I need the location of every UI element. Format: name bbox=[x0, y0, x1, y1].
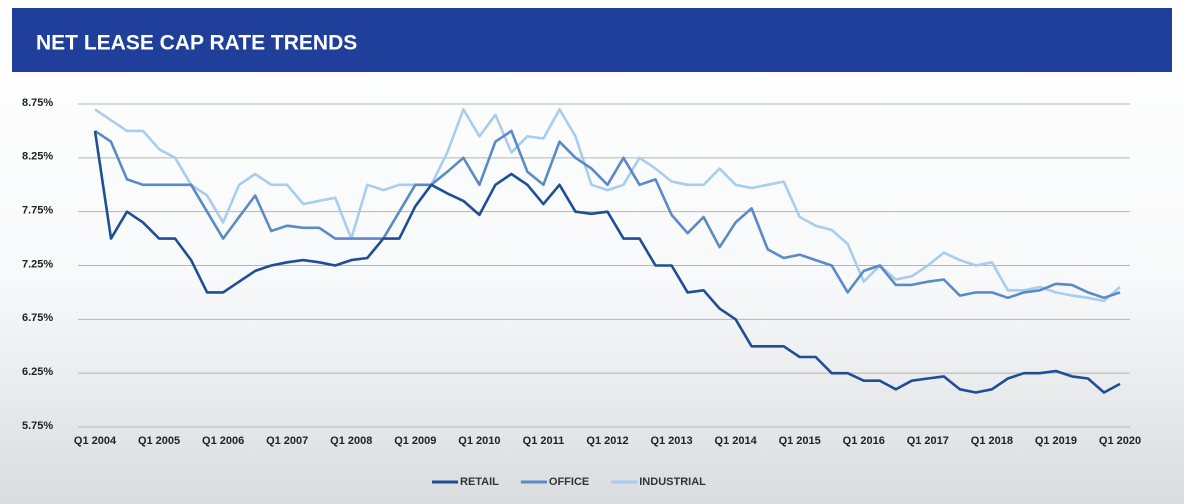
x-tick-label: Q1 2017 bbox=[907, 435, 949, 447]
x-tick-label: Q1 2012 bbox=[586, 435, 628, 447]
chart-title: NET LEASE CAP RATE TRENDS bbox=[36, 32, 357, 55]
page: {"chart_data": { "type": "line", "title"… bbox=[0, 0, 1184, 504]
x-tick-label: Q1 2004 bbox=[74, 435, 117, 447]
legend-label: INDUSTRIAL bbox=[639, 476, 706, 488]
x-tick-label: Q1 2011 bbox=[523, 435, 565, 447]
y-tick-label: 8.25% bbox=[22, 151, 53, 163]
x-tick-label: Q1 2019 bbox=[1035, 435, 1077, 447]
legend-label: OFFICE bbox=[549, 476, 589, 488]
x-tick-label: Q1 2010 bbox=[458, 435, 500, 447]
y-tick-label: 6.25% bbox=[22, 366, 53, 378]
x-tick-label: Q1 2009 bbox=[394, 435, 436, 447]
y-tick-label: 6.75% bbox=[22, 312, 53, 324]
x-tick-label: Q1 2008 bbox=[330, 435, 372, 447]
x-tick-label: Q1 2006 bbox=[202, 435, 244, 447]
x-tick-label: Q1 2016 bbox=[843, 435, 885, 447]
x-tick-label: Q1 2007 bbox=[266, 435, 308, 447]
x-tick-label: Q1 2020 bbox=[1099, 435, 1141, 447]
x-tick-label: Q1 2015 bbox=[779, 435, 821, 447]
x-tick-label: Q1 2013 bbox=[650, 435, 692, 447]
background bbox=[0, 0, 1184, 504]
x-tick-label: Q1 2018 bbox=[971, 435, 1013, 447]
y-tick-label: 7.75% bbox=[22, 205, 53, 217]
legend-label: RETAIL bbox=[460, 476, 499, 488]
x-tick-label: Q1 2014 bbox=[715, 435, 758, 447]
y-tick-label: 5.75% bbox=[22, 420, 53, 432]
x-tick-label: Q1 2005 bbox=[138, 435, 180, 447]
y-tick-label: 7.25% bbox=[22, 258, 53, 270]
chart: NET LEASE CAP RATE TRENDS 5.75% 6.25% 6.75… bbox=[0, 0, 1184, 504]
y-tick-label: 8.75% bbox=[22, 97, 53, 109]
